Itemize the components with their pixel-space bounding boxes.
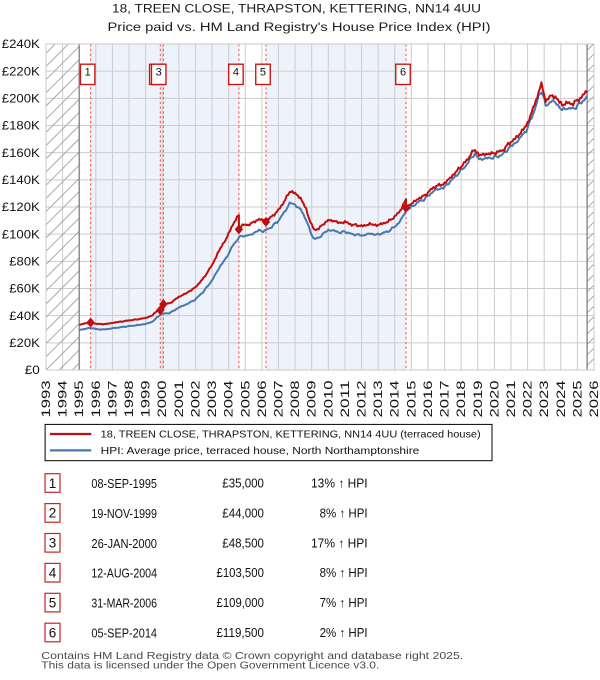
svg-text:2004: 2004: [224, 380, 236, 418]
svg-text:1993: 1993: [41, 381, 53, 418]
svg-text:£103,500: £103,500: [217, 566, 264, 580]
svg-text:£0: £0: [25, 365, 40, 377]
svg-text:2005: 2005: [240, 381, 252, 418]
svg-text:£40K: £40K: [9, 311, 40, 323]
svg-text:2017: 2017: [440, 381, 452, 418]
svg-text:05-SEP-2014: 05-SEP-2014: [91, 626, 157, 641]
svg-text:2008: 2008: [290, 381, 302, 418]
svg-text:2% ↑ HPI: 2% ↑ HPI: [320, 626, 368, 640]
svg-text:£100K: £100K: [2, 229, 40, 241]
svg-text:£109,000: £109,000: [217, 596, 264, 610]
svg-text:2020: 2020: [489, 381, 501, 418]
svg-text:2018: 2018: [456, 381, 468, 418]
svg-text:6: 6: [49, 625, 57, 640]
svg-text:£119,500: £119,500: [217, 626, 264, 640]
svg-text:2024: 2024: [556, 380, 568, 418]
svg-text:1994: 1994: [58, 380, 70, 418]
svg-text:18, TREEN CLOSE, THRAPSTON, KE: 18, TREEN CLOSE, THRAPSTON, KETTERING, N…: [101, 429, 481, 441]
svg-text:2013: 2013: [373, 381, 385, 418]
svg-text:1: 1: [49, 476, 57, 491]
svg-text:1995: 1995: [74, 381, 86, 418]
svg-text:2011: 2011: [340, 381, 352, 418]
svg-text:17% ↑ HPI: 17% ↑ HPI: [311, 536, 368, 550]
svg-text:31-MAR-2006: 31-MAR-2006: [91, 596, 157, 611]
svg-text:7% ↑ HPI: 7% ↑ HPI: [320, 596, 368, 610]
svg-text:4: 4: [233, 66, 239, 78]
svg-text:1999: 1999: [141, 381, 153, 418]
svg-text:08-SEP-1995: 08-SEP-1995: [91, 476, 157, 491]
svg-text:2014: 2014: [390, 380, 402, 418]
svg-text:£220K: £220K: [2, 66, 40, 78]
svg-text:2007: 2007: [273, 381, 285, 418]
svg-text:2026: 2026: [589, 381, 600, 418]
svg-text:19-NOV-1999: 19-NOV-1999: [91, 506, 157, 521]
svg-text:£240K: £240K: [2, 39, 40, 51]
svg-text:£180K: £180K: [2, 121, 40, 133]
svg-text:£44,000: £44,000: [222, 506, 264, 520]
svg-text:£20K: £20K: [9, 338, 40, 350]
svg-text:£160K: £160K: [2, 148, 40, 160]
svg-text:Contains HM Land Registry data: Contains HM Land Registry data © Crown c…: [41, 650, 463, 662]
svg-text:1996: 1996: [91, 381, 103, 418]
svg-text:5: 5: [260, 66, 266, 78]
svg-text:2012: 2012: [357, 381, 369, 418]
svg-text:This data is licensed under th: This data is licensed under the Open Gov…: [41, 660, 379, 672]
svg-text:£200K: £200K: [2, 93, 40, 105]
svg-text:2022: 2022: [523, 381, 535, 418]
svg-text:3: 3: [156, 66, 162, 78]
svg-text:1998: 1998: [124, 381, 136, 418]
svg-text:13% ↑ HPI: 13% ↑ HPI: [311, 477, 368, 491]
svg-text:2001: 2001: [174, 381, 186, 418]
svg-text:1: 1: [85, 66, 91, 78]
svg-text:26-JAN-2000: 26-JAN-2000: [91, 536, 157, 551]
svg-text:3: 3: [49, 536, 57, 551]
svg-text:2010: 2010: [323, 381, 335, 418]
svg-text:2025: 2025: [572, 381, 584, 418]
svg-text:HPI: Average price, terraced h: HPI: Average price, terraced house, Nort…: [101, 445, 420, 457]
svg-text:£60K: £60K: [9, 284, 40, 296]
svg-text:2023: 2023: [539, 381, 551, 418]
svg-text:£35,000: £35,000: [222, 477, 264, 491]
svg-text:8% ↑ HPI: 8% ↑ HPI: [320, 506, 368, 520]
svg-text:2019: 2019: [473, 381, 485, 418]
svg-text:18, TREEN CLOSE, THRAPSTON, KE: 18, TREEN CLOSE, THRAPSTON, KETTERING, N…: [112, 2, 481, 16]
svg-text:£80K: £80K: [9, 256, 40, 268]
svg-text:2006: 2006: [257, 381, 269, 418]
svg-text:2000: 2000: [157, 381, 169, 418]
svg-text:2002: 2002: [190, 381, 202, 418]
svg-text:1997: 1997: [107, 381, 119, 418]
svg-text:2: 2: [49, 506, 57, 521]
svg-text:£120K: £120K: [2, 202, 40, 214]
svg-text:2003: 2003: [207, 381, 219, 418]
svg-text:2016: 2016: [423, 381, 435, 418]
svg-text:6: 6: [400, 66, 406, 78]
svg-text:£48,500: £48,500: [222, 536, 264, 550]
svg-text:5: 5: [49, 595, 57, 610]
svg-text:12-AUG-2004: 12-AUG-2004: [91, 566, 157, 581]
svg-text:4: 4: [49, 566, 57, 581]
svg-text:2021: 2021: [506, 381, 518, 418]
svg-text:8% ↑ HPI: 8% ↑ HPI: [320, 566, 368, 580]
svg-text:2015: 2015: [406, 381, 418, 418]
svg-text:Price paid vs. HM Land Registr: Price paid vs. HM Land Registry's House …: [108, 20, 491, 34]
svg-text:2009: 2009: [307, 381, 319, 418]
svg-text:£140K: £140K: [2, 175, 40, 187]
